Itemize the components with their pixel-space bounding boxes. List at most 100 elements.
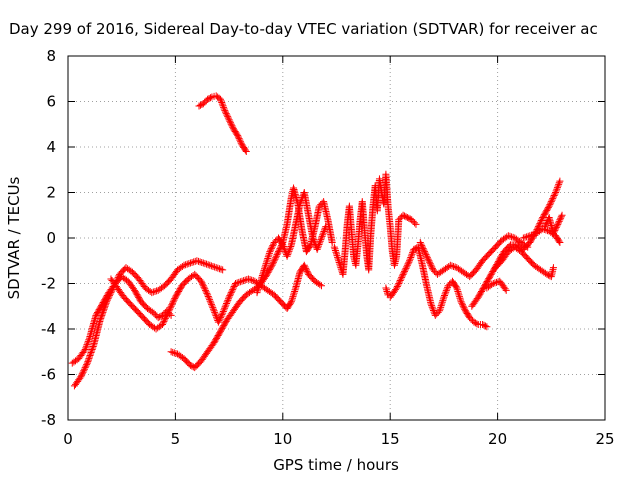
data-point (384, 289, 392, 297)
data-point (443, 285, 451, 293)
data-point (205, 94, 213, 102)
data-point (426, 258, 434, 266)
data-point (235, 135, 243, 143)
data-point (556, 216, 564, 224)
data-point (506, 232, 514, 240)
data-point (148, 289, 156, 297)
data-point (556, 239, 564, 247)
data-point (207, 262, 215, 270)
data-point (423, 282, 431, 290)
data-point (170, 349, 178, 357)
data-point (314, 244, 322, 252)
data-point (290, 291, 298, 299)
data-point (267, 246, 275, 254)
data-point (185, 260, 193, 268)
data-point (484, 276, 492, 284)
data-point (409, 249, 417, 257)
data-point (220, 306, 228, 314)
data-point (84, 337, 92, 345)
data-point (408, 216, 416, 224)
data-point (472, 266, 480, 274)
data-point (427, 300, 435, 308)
data-point (242, 148, 250, 156)
data-point (223, 316, 231, 324)
data-point (334, 253, 342, 261)
data-point (504, 248, 512, 256)
data-point (473, 320, 481, 328)
data-point (399, 211, 407, 219)
data-point (82, 344, 90, 352)
data-point (215, 330, 223, 338)
data-point (272, 252, 280, 260)
data-point (288, 296, 296, 304)
data-point (382, 284, 390, 292)
data-point (150, 309, 158, 317)
data-point (223, 298, 231, 306)
data-point (407, 254, 415, 261)
data-point (557, 214, 565, 222)
data-point (270, 291, 278, 299)
data-point (240, 277, 248, 285)
data-point (232, 280, 240, 287)
data-point (397, 275, 405, 283)
data-point (135, 295, 143, 303)
data-point (206, 94, 214, 102)
data-point (343, 220, 351, 228)
data-point (485, 275, 493, 283)
data-point (139, 314, 147, 322)
data-point (227, 119, 235, 127)
data-point (234, 132, 242, 140)
data-point (270, 239, 278, 247)
data-point (199, 100, 207, 108)
data-point (552, 223, 560, 231)
data-point (175, 286, 183, 294)
data-point (419, 245, 427, 253)
data-point (212, 336, 220, 344)
data-point (219, 307, 227, 315)
data-point (481, 322, 489, 330)
series-10 (493, 244, 557, 280)
data-point (290, 184, 298, 192)
data-point (348, 227, 356, 235)
data-point (549, 229, 557, 237)
data-point (279, 242, 287, 250)
data-point (331, 245, 339, 253)
data-point (314, 242, 322, 250)
data-point (509, 233, 517, 241)
data-point (143, 305, 151, 313)
data-point (141, 284, 149, 292)
data-point (78, 371, 86, 379)
data-point (204, 348, 212, 356)
data-point (486, 272, 494, 280)
data-point (77, 373, 85, 381)
data-point (284, 249, 292, 257)
data-point (549, 264, 557, 272)
data-point (257, 275, 265, 283)
data-point (217, 265, 225, 273)
data-point (539, 214, 547, 222)
data-point (235, 278, 243, 286)
data-point (106, 292, 114, 300)
data-point (169, 299, 177, 307)
data-point (393, 252, 401, 260)
data-point (209, 262, 217, 270)
data-point (555, 180, 563, 188)
data-point (550, 228, 558, 236)
data-point (479, 320, 487, 328)
data-point (259, 270, 267, 278)
grid (68, 56, 605, 420)
data-point (186, 259, 194, 267)
data-point (237, 138, 245, 146)
data-point (411, 219, 419, 227)
data-point (288, 294, 296, 302)
data-point (519, 234, 527, 242)
data-point (498, 236, 506, 244)
data-point (418, 261, 426, 269)
data-point (238, 141, 246, 149)
x-tick-label: 0 (63, 430, 73, 448)
data-point (244, 275, 252, 283)
data-point (87, 349, 95, 357)
data-point (540, 211, 548, 219)
data-point (508, 233, 516, 241)
data-point (270, 257, 278, 265)
